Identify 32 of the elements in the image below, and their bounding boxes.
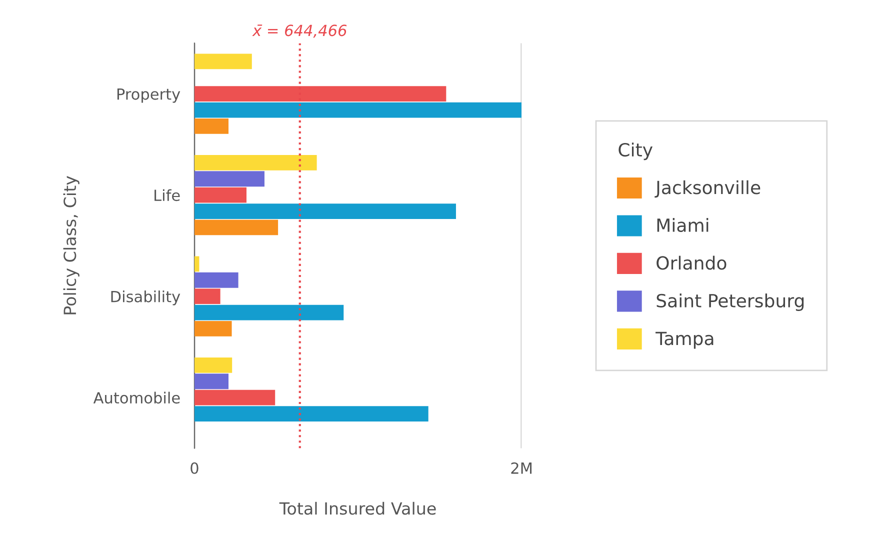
- legend-title: City: [618, 142, 653, 160]
- bar: [194, 304, 344, 320]
- y-axis-title: Policy Class, City: [63, 176, 80, 314]
- legend-label: Saint Petersburg: [656, 294, 804, 312]
- legend-label: Jacksonville: [654, 180, 760, 198]
- legend-label: Miami: [657, 218, 708, 232]
- ref-line-label: x̄ = 644,466: [252, 24, 347, 38]
- bar: [194, 171, 264, 187]
- bar: [194, 272, 238, 288]
- bar: [194, 187, 246, 203]
- bar: [194, 288, 220, 304]
- x-axis-title: Total Insured Value: [279, 502, 436, 515]
- bar: [194, 154, 317, 170]
- y-tick-label: Property: [117, 88, 180, 103]
- bar: [194, 357, 232, 373]
- x-tick-label: 0: [190, 462, 198, 474]
- bar: [194, 256, 200, 272]
- bar: [194, 374, 228, 390]
- y-tick-label: Disability: [111, 290, 180, 306]
- bar: [194, 390, 276, 406]
- bar: [194, 321, 232, 336]
- bar: [194, 118, 228, 134]
- bar: [194, 102, 522, 118]
- legend-label: Orlando: [656, 256, 726, 270]
- y-tick-label: Automobile: [93, 392, 180, 404]
- bar: [194, 204, 456, 219]
- bar: [194, 406, 428, 422]
- legend-label: Tampa: [656, 332, 714, 349]
- bar: [194, 220, 278, 236]
- x-tick-label: 2M: [511, 462, 532, 474]
- bar: [194, 54, 252, 70]
- y-tick-label: Life: [154, 189, 180, 202]
